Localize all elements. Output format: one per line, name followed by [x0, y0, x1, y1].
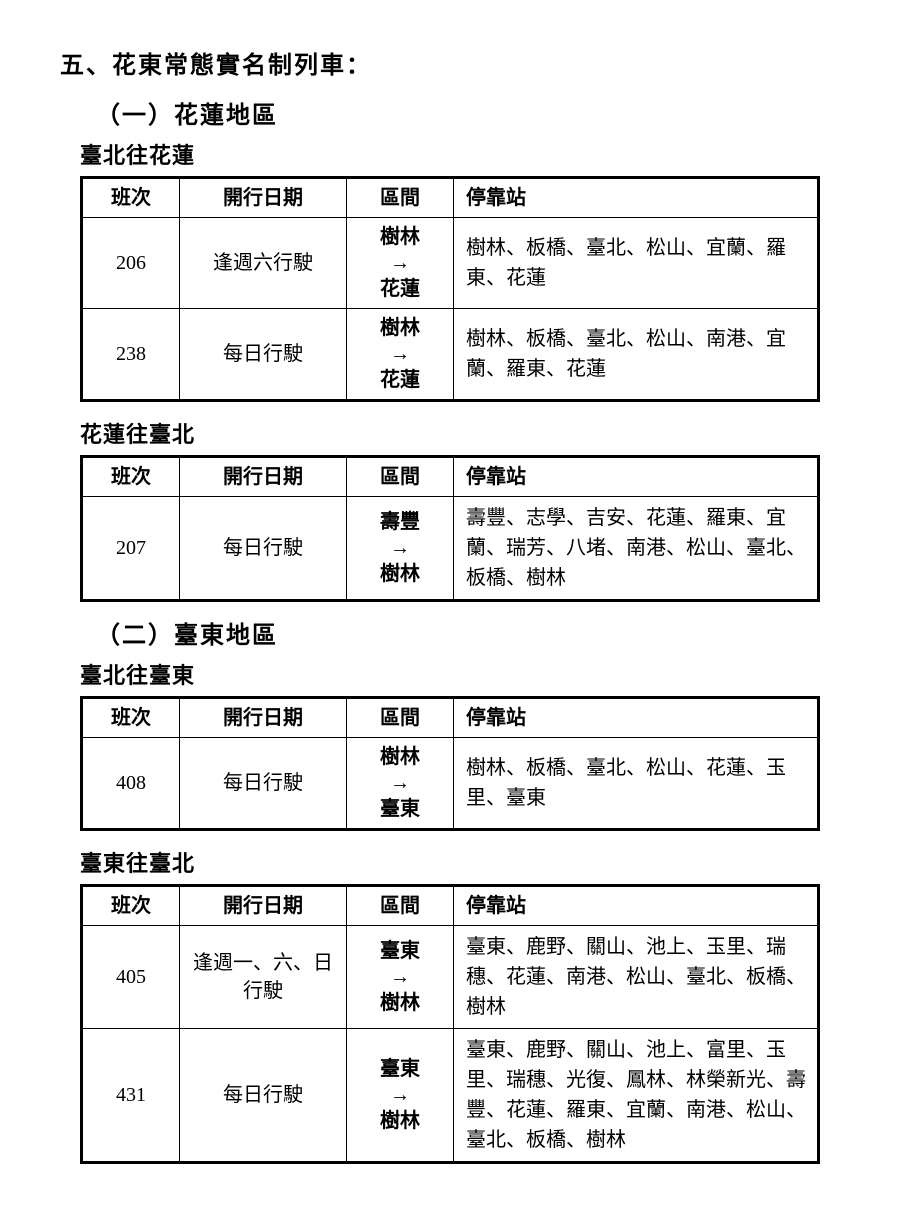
table-row: 207每日行駛壽豐 → 樹林壽豐、志學、吉安、花蓮、羅東、宜蘭、瑞芳、八堵、南港… [82, 496, 819, 600]
table-cell-route: 樹林 → 臺東 [347, 738, 454, 830]
schedule-table: 班次開行日期區間停靠站408每日行駛樹林 → 臺東樹林、板橋、臺北、松山、花蓮、… [80, 696, 820, 831]
section-subtitle: （二）臺東地區 [96, 620, 840, 654]
table-header-cell: 區間 [347, 456, 454, 496]
table-cell-route: 樹林 → 花蓮 [347, 308, 454, 400]
table-header-cell: 停靠站 [454, 177, 819, 217]
schedule-table: 班次開行日期區間停靠站405逢週一、六、日行駛臺東 → 樹林臺東、鹿野、關山、池… [80, 884, 820, 1164]
table-header-row: 班次開行日期區間停靠站 [82, 698, 819, 738]
table-cell-date: 逢週六行駛 [180, 217, 347, 308]
table-header-row: 班次開行日期區間停靠站 [82, 456, 819, 496]
table-cell-stops: 臺東、鹿野、關山、池上、富里、玉里、瑞穗、光復、鳳林、林榮新光、壽豐、花蓮、羅東… [454, 1028, 819, 1162]
table-header-cell: 班次 [82, 698, 180, 738]
table-cell-date: 每日行駛 [180, 308, 347, 400]
table-cell-route: 壽豐 → 樹林 [347, 496, 454, 600]
section-subtitle: （一）花蓮地區 [96, 100, 840, 134]
table-cell-train: 206 [82, 217, 180, 308]
table-title: 臺東往臺北 [80, 849, 840, 880]
table-cell-train: 405 [82, 925, 180, 1028]
table-cell-stops: 樹林、板橋、臺北、松山、花蓮、玉里、臺東 [454, 738, 819, 830]
table-title: 臺北往花蓮 [80, 141, 840, 172]
schedule-table: 班次開行日期區間停靠站207每日行駛壽豐 → 樹林壽豐、志學、吉安、花蓮、羅東、… [80, 455, 820, 602]
table-cell-route: 樹林 → 花蓮 [347, 217, 454, 308]
table-header-row: 班次開行日期區間停靠站 [82, 177, 819, 217]
table-cell-stops: 臺東、鹿野、關山、池上、玉里、瑞穗、花蓮、南港、松山、臺北、板橋、樹林 [454, 925, 819, 1028]
schedule-table: 班次開行日期區間停靠站206逢週六行駛樹林 → 花蓮樹林、板橋、臺北、松山、宜蘭… [80, 176, 820, 402]
table-row: 238每日行駛樹林 → 花蓮樹林、板橋、臺北、松山、南港、宜蘭、羅東、花蓮 [82, 308, 819, 400]
table-cell-stops: 樹林、板橋、臺北、松山、宜蘭、羅東、花蓮 [454, 217, 819, 308]
table-header-cell: 開行日期 [180, 698, 347, 738]
table-cell-train: 431 [82, 1028, 180, 1162]
table-header-cell: 開行日期 [180, 177, 347, 217]
table-header-cell: 停靠站 [454, 698, 819, 738]
table-cell-stops: 樹林、板橋、臺北、松山、南港、宜蘭、羅東、花蓮 [454, 308, 819, 400]
document-content: （一）花蓮地區臺北往花蓮班次開行日期區間停靠站206逢週六行駛樹林 → 花蓮樹林… [60, 100, 840, 1164]
table-cell-stops: 壽豐、志學、吉安、花蓮、羅東、宜蘭、瑞芳、八堵、南港、松山、臺北、板橋、樹林 [454, 496, 819, 600]
table-header-cell: 區間 [347, 698, 454, 738]
table-header-cell: 班次 [82, 456, 180, 496]
table-header-cell: 開行日期 [180, 885, 347, 925]
main-title: 五、花東常態實名制列車： [60, 50, 840, 84]
table-title: 花蓮往臺北 [80, 420, 840, 451]
table-header-cell: 班次 [82, 885, 180, 925]
table-row: 408每日行駛樹林 → 臺東樹林、板橋、臺北、松山、花蓮、玉里、臺東 [82, 738, 819, 830]
table-cell-date: 每日行駛 [180, 496, 347, 600]
table-row: 431每日行駛臺東 → 樹林臺東、鹿野、關山、池上、富里、玉里、瑞穗、光復、鳳林… [82, 1028, 819, 1162]
table-cell-train: 238 [82, 308, 180, 400]
table-title: 臺北往臺東 [80, 661, 840, 692]
table-cell-train: 408 [82, 738, 180, 830]
table-header-cell: 班次 [82, 177, 180, 217]
table-cell-date: 每日行駛 [180, 738, 347, 830]
table-row: 206逢週六行駛樹林 → 花蓮樹林、板橋、臺北、松山、宜蘭、羅東、花蓮 [82, 217, 819, 308]
table-cell-route: 臺東 → 樹林 [347, 1028, 454, 1162]
table-cell-date: 每日行駛 [180, 1028, 347, 1162]
table-header-cell: 停靠站 [454, 456, 819, 496]
table-header-cell: 區間 [347, 177, 454, 217]
table-cell-route: 臺東 → 樹林 [347, 925, 454, 1028]
table-row: 405逢週一、六、日行駛臺東 → 樹林臺東、鹿野、關山、池上、玉里、瑞穗、花蓮、… [82, 925, 819, 1028]
table-header-row: 班次開行日期區間停靠站 [82, 885, 819, 925]
table-header-cell: 停靠站 [454, 885, 819, 925]
table-cell-date: 逢週一、六、日行駛 [180, 925, 347, 1028]
table-header-cell: 區間 [347, 885, 454, 925]
table-header-cell: 開行日期 [180, 456, 347, 496]
table-cell-train: 207 [82, 496, 180, 600]
